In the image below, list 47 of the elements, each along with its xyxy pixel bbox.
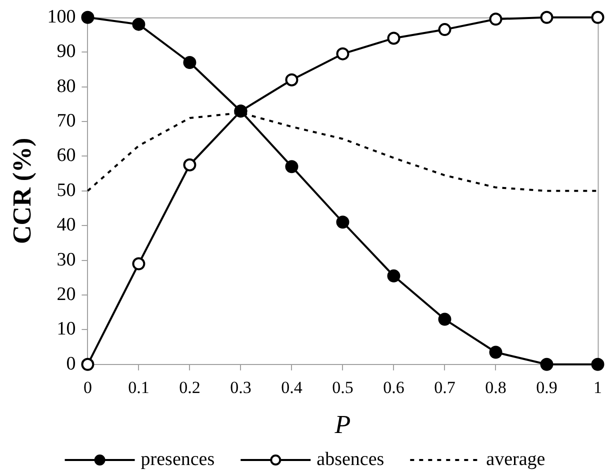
x-tick-label: 0.7 — [434, 378, 456, 398]
x-tick-label: 1 — [594, 378, 602, 398]
x-tick-label: 0.2 — [179, 378, 200, 398]
x-tick-label: 0.8 — [485, 378, 506, 398]
point — [438, 23, 452, 36]
legend-label: average — [486, 448, 546, 470]
point — [387, 32, 400, 45]
point — [183, 56, 196, 70]
y-tick-label: 50 — [56, 180, 76, 201]
x-tick-label: 0.4 — [281, 378, 303, 398]
point — [438, 312, 452, 326]
x-tick-label: 0.5 — [332, 378, 354, 398]
point — [387, 269, 400, 282]
legend-label: presences — [140, 448, 215, 470]
point — [132, 257, 146, 270]
point — [183, 158, 196, 172]
y-axis-title: CCR (%) — [7, 138, 36, 244]
point — [489, 346, 502, 359]
y-tick-label: 30 — [56, 249, 76, 270]
y-tick-label: 20 — [56, 284, 76, 305]
legend-label: absences — [316, 448, 384, 470]
x-tick-label: 0.9 — [536, 378, 558, 398]
x-tick-label: 0 — [83, 378, 92, 398]
x-axis-title: P — [334, 410, 351, 440]
y-tick-label: 10 — [56, 318, 76, 340]
x-tick-label: 0.3 — [230, 378, 252, 398]
point — [591, 358, 604, 371]
y-tick-label: 60 — [56, 145, 76, 166]
point — [591, 10, 604, 24]
point — [540, 358, 554, 371]
point — [336, 47, 350, 60]
y-tick-label: 70 — [56, 110, 76, 132]
point — [81, 10, 94, 24]
point — [540, 10, 554, 24]
y-tick-label: 100 — [47, 6, 76, 28]
point — [285, 160, 298, 174]
point — [81, 358, 94, 371]
x-tick-label: 0.6 — [383, 378, 404, 398]
y-tick-label: 0 — [66, 353, 76, 374]
y-tick-label: 40 — [56, 214, 76, 236]
point — [489, 12, 502, 26]
y-tick-label: 90 — [56, 41, 76, 62]
point — [132, 18, 146, 31]
x-tick-label: 0.1 — [128, 378, 150, 398]
point — [336, 216, 350, 229]
y-tick-label: 80 — [56, 76, 76, 97]
point — [285, 73, 298, 86]
